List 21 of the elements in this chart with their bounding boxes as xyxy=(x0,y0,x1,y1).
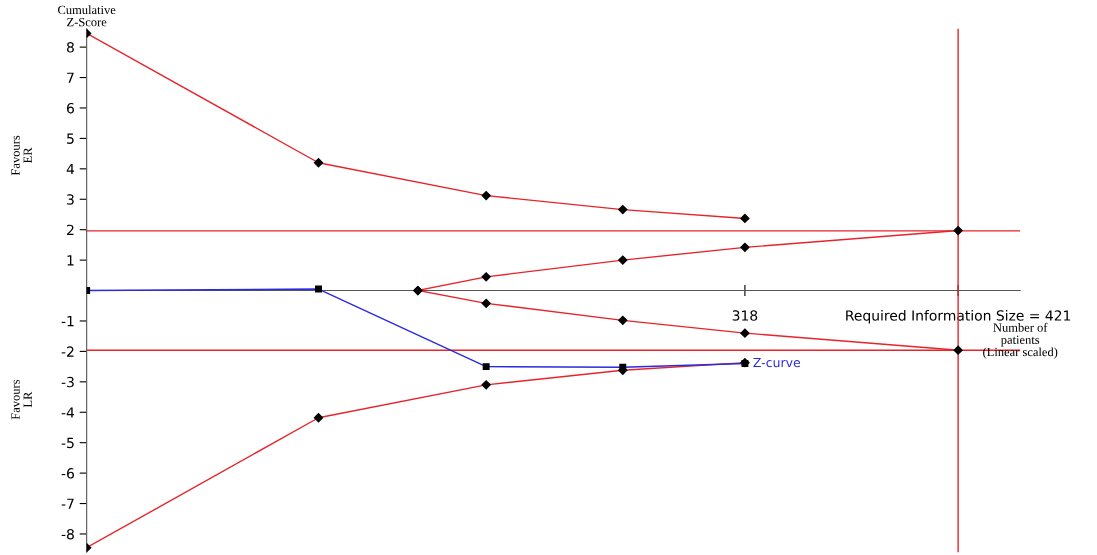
series-label: Z-curve xyxy=(753,357,801,368)
y-tick-label: -8 xyxy=(61,528,74,540)
y-tick-label: -4 xyxy=(61,407,75,418)
y-tick-label: -3 xyxy=(61,376,74,388)
y-tick-label: -5 xyxy=(61,437,74,449)
y-tick-label: 3 xyxy=(67,194,74,205)
text: Favours ER xyxy=(11,135,32,176)
y-tick-label: 7 xyxy=(67,72,74,83)
y-tick-label: -7 xyxy=(61,498,74,509)
y-tick-label: 1 xyxy=(67,255,74,266)
y-tick-label: 6 xyxy=(66,102,74,114)
y-axis-title: Cumulative Z-Score xyxy=(58,5,116,27)
y-tick-label: -1 xyxy=(61,316,74,327)
x-tick-label: 318 xyxy=(732,310,758,321)
y-tick-label: -6 xyxy=(61,468,74,479)
y-tick-label: 4 xyxy=(66,163,75,175)
y-tick-label: -2 xyxy=(61,346,74,357)
text: Favours LR xyxy=(11,379,32,420)
y-tick-label: 8 xyxy=(66,42,74,53)
y-tick-label: 2 xyxy=(67,224,74,235)
y-tick-label: 5 xyxy=(67,133,74,144)
